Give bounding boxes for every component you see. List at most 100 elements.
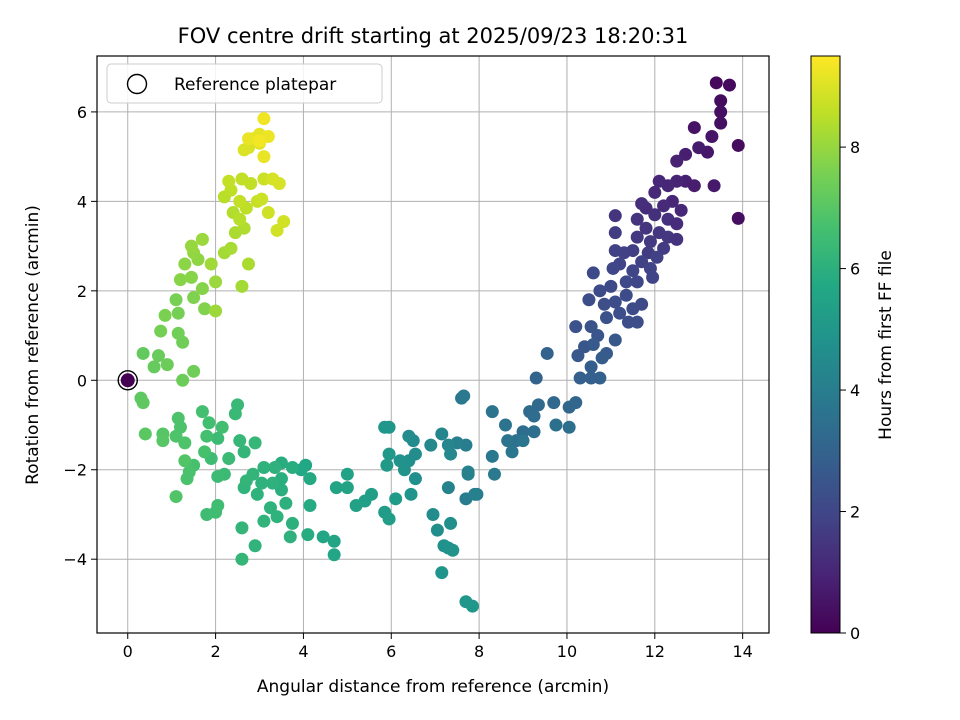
data-point [635, 255, 649, 269]
data-point [630, 230, 644, 244]
data-point [169, 429, 183, 443]
grid-lines [97, 56, 769, 633]
data-point [285, 461, 299, 475]
data-point [215, 420, 229, 434]
x-tick-label: 12 [645, 642, 665, 661]
data-point [547, 396, 561, 410]
data-point [441, 481, 455, 495]
data-point [156, 434, 170, 448]
data-point [303, 472, 317, 486]
x-axis-ticks: 0 2 4 6 8 10 12 14 [123, 633, 753, 661]
x-tick-label: 4 [298, 642, 308, 661]
data-point [709, 76, 723, 90]
data-point [136, 396, 150, 410]
x-tick-label: 8 [474, 642, 484, 661]
data-point [169, 490, 183, 504]
data-point [446, 543, 460, 557]
data-point [674, 203, 688, 217]
data-point [235, 172, 249, 186]
data-point [626, 264, 640, 278]
data-point [178, 257, 192, 271]
data-point [233, 212, 247, 226]
data-point [242, 132, 256, 146]
data-point [457, 389, 471, 403]
data-point [136, 346, 150, 360]
data-point [608, 209, 622, 223]
data-point [253, 134, 267, 148]
legend-entry: Reference platepar [174, 75, 336, 95]
data-point [202, 416, 216, 430]
x-tick-label: 10 [557, 642, 577, 661]
data-point [237, 143, 251, 157]
colorbar-frame [810, 55, 841, 634]
data-point [687, 179, 701, 193]
colorbar-tick-label: 8 [850, 138, 860, 157]
data-point [257, 461, 271, 475]
data-point [250, 487, 264, 501]
data-point [549, 418, 563, 432]
data-point [731, 211, 745, 225]
data-point [435, 427, 449, 441]
data-point [248, 436, 262, 450]
data-point [608, 295, 622, 309]
data-point [424, 438, 438, 452]
data-point [606, 261, 620, 275]
data-point [380, 458, 394, 472]
data-point [198, 302, 212, 316]
data-point [714, 116, 728, 130]
data-point [184, 239, 198, 253]
data-point [657, 241, 671, 255]
data-point [154, 324, 168, 338]
data-point [204, 257, 218, 271]
data-point [382, 447, 396, 461]
data-point [604, 279, 618, 293]
data-point [235, 279, 249, 293]
data-point [722, 78, 736, 92]
data-point [714, 105, 728, 119]
data-point [329, 481, 343, 495]
data-point [630, 212, 644, 226]
data-point [516, 434, 530, 448]
data-point [176, 373, 190, 387]
y-tick-label: 0 [77, 371, 87, 390]
data-point [171, 326, 185, 340]
data-point [639, 221, 653, 235]
data-point [222, 452, 236, 466]
data-point [595, 351, 609, 365]
x-axis-label: Angular distance from reference (arcmin) [257, 677, 609, 697]
data-point [408, 472, 422, 486]
data-point [593, 371, 607, 385]
data-point [516, 425, 530, 439]
data-point [597, 297, 611, 311]
data-point [613, 306, 627, 320]
data-point [527, 409, 541, 423]
data-point [255, 476, 269, 490]
data-point [266, 172, 280, 186]
data-point [169, 293, 183, 307]
colorbar-tick-label: 2 [850, 503, 860, 522]
data-point [233, 194, 247, 208]
data-point [178, 436, 192, 450]
data-point [158, 308, 172, 322]
data-point [646, 270, 660, 284]
data-point [382, 512, 396, 526]
colorbar-tick-label: 4 [850, 381, 860, 400]
data-point [237, 445, 251, 459]
data-point [171, 306, 185, 320]
data-point [573, 371, 587, 385]
data-point [430, 523, 444, 537]
data-point [173, 273, 187, 287]
data-point [224, 241, 238, 255]
data-point [527, 425, 541, 439]
data-point [266, 476, 280, 490]
y-axis-label: Rotation from reference (arcmin) [23, 205, 43, 485]
data-point [233, 434, 247, 448]
legend-marker [126, 73, 148, 95]
y-tick-label: −4 [63, 550, 87, 569]
data-point [301, 528, 315, 542]
legend-box [106, 63, 383, 104]
x-tick-label: 2 [210, 642, 220, 661]
data-point [316, 530, 330, 544]
data-point [257, 150, 271, 164]
